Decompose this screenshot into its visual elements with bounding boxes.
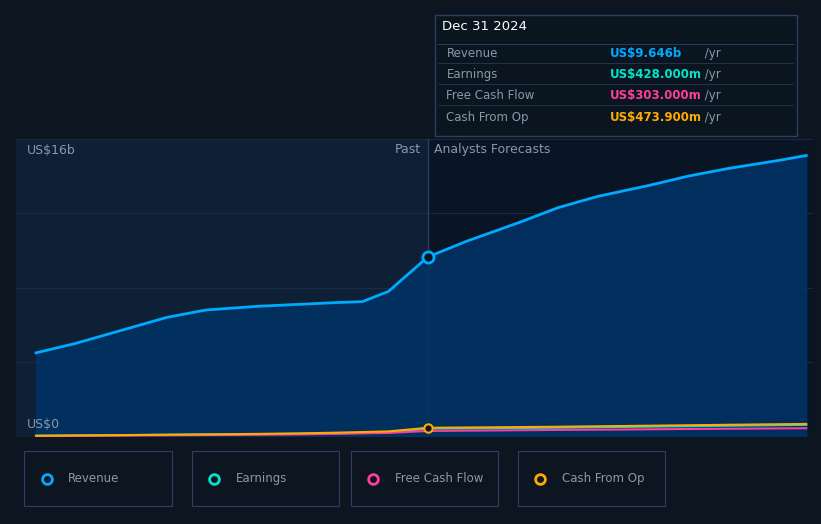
Bar [16, 139, 428, 436]
FancyBboxPatch shape [25, 451, 172, 506]
Text: Revenue: Revenue [447, 47, 498, 60]
Text: Free Cash Flow: Free Cash Flow [395, 472, 483, 485]
FancyBboxPatch shape [191, 451, 339, 506]
Bar [428, 139, 813, 436]
Text: Analysts Forecasts: Analysts Forecasts [434, 143, 551, 156]
Text: Cash From Op: Cash From Op [562, 472, 644, 485]
Text: US$303.000m: US$303.000m [610, 90, 701, 102]
Text: Cash From Op: Cash From Op [447, 111, 529, 124]
Text: US$473.900m: US$473.900m [610, 111, 702, 124]
Text: US$16b: US$16b [27, 144, 76, 157]
Text: Free Cash Flow: Free Cash Flow [447, 90, 534, 102]
Text: /yr: /yr [701, 111, 721, 124]
Text: /yr: /yr [701, 90, 721, 102]
Text: US$9.646b: US$9.646b [610, 47, 682, 60]
Text: Dec 31 2024: Dec 31 2024 [443, 20, 527, 33]
FancyBboxPatch shape [351, 451, 498, 506]
Text: US$428.000m: US$428.000m [610, 68, 702, 81]
FancyBboxPatch shape [518, 451, 666, 506]
Text: Revenue: Revenue [68, 472, 120, 485]
Text: Earnings: Earnings [236, 472, 287, 485]
Text: /yr: /yr [701, 68, 721, 81]
Text: /yr: /yr [701, 47, 721, 60]
FancyBboxPatch shape [434, 15, 797, 136]
Text: Earnings: Earnings [447, 68, 498, 81]
Text: US$0: US$0 [27, 418, 60, 431]
Text: Past: Past [395, 143, 421, 156]
